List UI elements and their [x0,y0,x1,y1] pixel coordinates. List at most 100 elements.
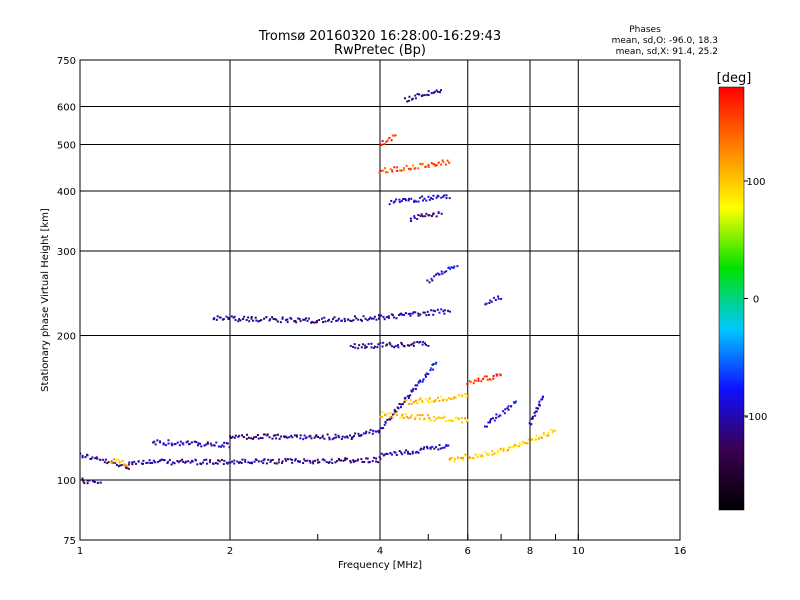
data-point [269,460,272,463]
data-point [416,450,419,453]
data-point [305,436,308,439]
data-point [549,428,552,431]
data-point [243,315,246,318]
data-point [361,460,364,463]
data-point [283,436,286,439]
data-point [265,316,268,319]
data-point [303,434,306,437]
data-point [507,449,510,452]
data-point [406,100,409,103]
data-point [422,199,425,202]
data-point [276,433,279,436]
data-point [374,345,377,348]
data-point [364,432,367,435]
data-point [335,460,338,463]
data-point [420,447,423,450]
chart-title: Tromsø 20160320 16:28:00-16:29:43 [258,29,501,44]
data-point [444,163,447,166]
data-point [311,321,314,324]
data-point [442,161,445,164]
data-point [495,452,498,455]
data-point [400,312,403,315]
data-point [413,167,416,170]
data-point [437,212,440,215]
data-point [389,416,392,419]
data-point [404,97,407,100]
data-point [361,343,364,346]
data-point [80,452,82,455]
data-point [88,479,91,482]
data-point [364,317,367,320]
data-point [440,270,443,273]
data-point [319,437,322,440]
data-point [431,445,434,448]
data-point [323,437,326,440]
data-point [443,312,446,315]
data-point [241,458,244,461]
data-point [531,417,534,420]
data-point [360,458,363,461]
data-point [404,413,407,416]
data-point [364,346,367,349]
data-point [493,452,496,455]
data-point [362,315,365,318]
data-point [281,462,284,465]
data-point [432,194,435,197]
data-point [255,458,258,461]
data-point [343,436,346,439]
data-point [345,457,348,460]
data-point [429,400,432,403]
data-point [502,410,505,413]
data-point [443,398,446,401]
data-point [238,434,241,437]
data-point [491,453,494,456]
data-point [551,431,554,434]
data-point [256,434,259,437]
data-point [425,372,428,375]
data-point [492,417,495,420]
data-point [539,435,542,438]
data-point [294,459,297,462]
data-point [426,93,429,96]
data-point [371,460,374,463]
data-point [321,436,324,439]
x-tick-label: 10 [572,546,585,557]
data-point [208,461,211,464]
data-point [217,459,220,462]
data-point [302,461,305,464]
data-point [335,319,338,322]
data-point [421,414,424,417]
data-point [379,415,382,418]
data-point [351,436,354,439]
data-point [411,452,414,455]
data-point [386,412,389,415]
data-point [241,434,244,437]
data-point [426,414,429,417]
data-point [469,381,472,384]
data-point [411,450,414,453]
data-point [416,384,419,387]
data-point [349,461,352,464]
data-point [291,436,294,439]
data-point [314,459,317,462]
data-point [364,344,367,347]
data-point [377,461,380,464]
data-point [215,318,218,321]
data-point [392,201,395,204]
data-point [182,460,185,463]
y-tick-label: 300 [57,247,76,258]
data-point [484,303,487,306]
data-point [267,458,270,461]
data-point [388,341,391,344]
data-point [81,456,84,459]
data-point [214,462,217,465]
data-point [464,392,467,395]
data-point [434,310,437,313]
data-point [393,408,396,411]
data-point [380,143,383,146]
data-point [423,417,426,420]
data-point [452,420,455,423]
data-point [506,407,509,410]
data-point [462,458,465,461]
data-point [212,462,215,465]
